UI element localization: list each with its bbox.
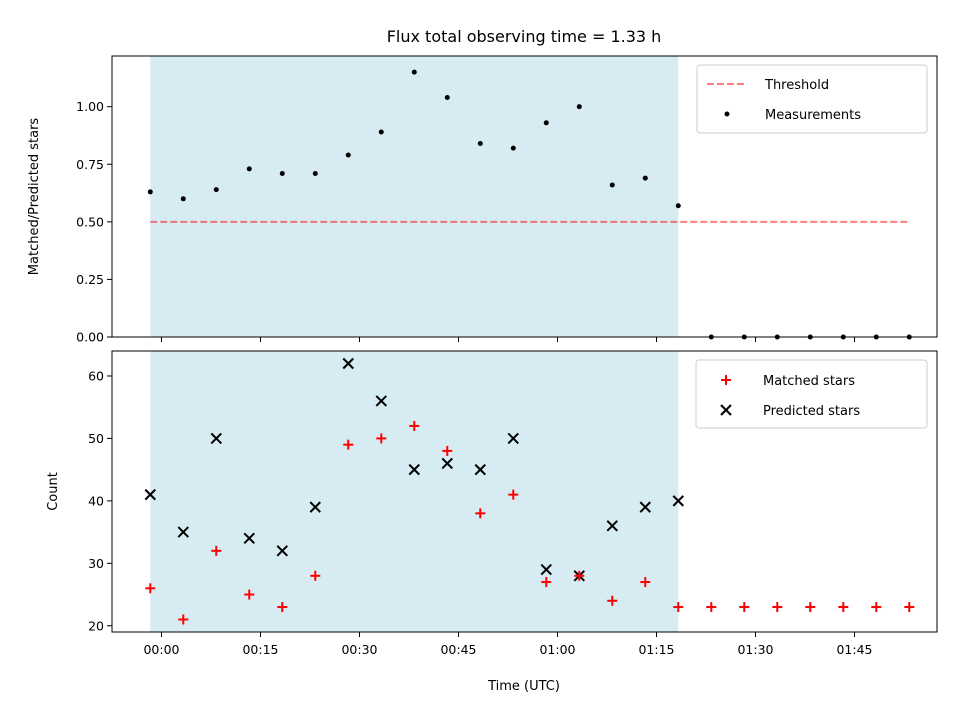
measurement-point <box>543 120 549 126</box>
matched-star-point <box>244 589 255 600</box>
predicted-star-point <box>672 495 684 507</box>
predicted-star-point <box>342 357 354 370</box>
matched-star-point <box>673 602 684 613</box>
legend-predicted-label: Predicted stars <box>763 404 860 419</box>
matched-star-point <box>541 577 552 588</box>
measurement-point <box>576 104 582 110</box>
count-legend: Matched stars Predicted stars <box>695 359 928 429</box>
y-tick-label: 1.00 <box>76 99 104 114</box>
predicted-star-point <box>309 501 321 513</box>
predicted-star-point <box>408 463 420 476</box>
measurement-point <box>213 187 219 193</box>
measurement-point <box>477 141 483 147</box>
x-tick-label: 00:30 <box>341 642 377 657</box>
legend-matched-swatch <box>721 375 731 385</box>
matched-star-point <box>706 602 717 613</box>
ratio-panel-shade <box>150 56 679 337</box>
count-panel-shade <box>150 351 679 632</box>
predicted-star-point <box>540 563 552 576</box>
x-tick-label: 01:15 <box>638 642 674 657</box>
x-tick-label: 01:45 <box>836 642 872 657</box>
predicted-star-point <box>144 488 156 501</box>
matched-star-point <box>211 545 222 556</box>
legend-measurements-swatch <box>724 111 730 117</box>
measurement-point <box>312 170 318 176</box>
predicted-star-point <box>177 526 189 538</box>
matched-star-point <box>574 570 585 581</box>
legend-predicted-swatch <box>720 404 732 416</box>
matched-star-point <box>277 602 288 613</box>
measurement-point <box>246 166 252 172</box>
matched-star-point <box>145 583 156 594</box>
ratio-panel-frame <box>111 55 938 338</box>
measurement-point <box>345 152 351 158</box>
matched-star-point <box>871 602 882 613</box>
predicted-star-point <box>606 520 618 532</box>
matched-star-point <box>409 420 420 431</box>
matched-star-point <box>607 595 618 606</box>
predicted-star-point <box>474 463 486 476</box>
legend-matched-label: Matched stars <box>763 374 855 389</box>
measurement-point <box>180 196 186 202</box>
measurement-point <box>378 129 384 135</box>
measurement-point <box>642 175 648 181</box>
matched-star-point <box>739 602 750 613</box>
y-tick-label: 40 <box>88 493 104 508</box>
matched-star-point <box>772 602 783 613</box>
legend-measurements-label: Measurements <box>765 108 861 123</box>
matched-star-point <box>640 577 651 588</box>
measurement-point <box>609 182 615 188</box>
y-tick-label: 60 <box>88 368 104 383</box>
y-tick-label: 20 <box>88 618 104 633</box>
matched-star-point <box>508 489 519 500</box>
matched-star-point <box>376 433 387 444</box>
predicted-star-point <box>507 432 519 445</box>
predicted-star-point <box>243 532 255 545</box>
matched-star-point <box>310 570 321 581</box>
predicted-star-point <box>639 501 651 513</box>
chart-title: Flux total observing time = 1.33 h <box>387 27 662 46</box>
predicted-star-point <box>441 457 453 470</box>
predicted-star-point <box>210 432 222 445</box>
ratio-panel: 0.00 0.25 0.50 0.75 1.00 Matched/Predicted s… <box>27 55 938 345</box>
y-tick-label: 50 <box>88 431 104 446</box>
x-tick-label: 01:00 <box>539 642 575 657</box>
y-tick-label: 30 <box>88 556 104 571</box>
measurement-point <box>675 203 681 209</box>
x-tick-label: 00:45 <box>440 642 476 657</box>
count-panel: 20 30 40 50 60 00:00 00:15 00:30 00:45 01:00 01:1… <box>46 350 938 694</box>
measurement-point <box>279 170 285 176</box>
measurement-point <box>510 145 516 151</box>
ratio-y-axis-label: Matched/Predicted stars <box>27 118 42 276</box>
y-tick-label: 0.00 <box>76 330 104 345</box>
legend-threshold-label: Threshold <box>764 78 829 93</box>
ratio-legend: Threshold Measurements <box>696 64 928 134</box>
matched-star-point <box>805 602 816 613</box>
measurement-point <box>147 189 153 195</box>
count-panel-frame <box>111 350 938 633</box>
y-tick-label: 0.50 <box>76 214 104 229</box>
x-tick-label: 00:15 <box>242 642 278 657</box>
matched-star-point <box>178 614 189 625</box>
y-tick-label: 0.75 <box>76 157 104 172</box>
y-tick-label: 0.25 <box>76 272 104 287</box>
x-axis-label: Time (UTC) <box>487 679 560 694</box>
matched-star-point <box>343 439 354 450</box>
x-tick-label: 01:30 <box>737 642 773 657</box>
measurement-point <box>411 69 417 75</box>
matched-star-point <box>442 445 453 456</box>
count-y-axis-label: Count <box>46 472 61 511</box>
measurement-point <box>444 94 450 100</box>
matched-star-point <box>904 602 915 613</box>
predicted-star-point <box>276 545 288 557</box>
predicted-star-point <box>375 395 387 407</box>
x-tick-label: 00:00 <box>143 642 179 657</box>
matched-star-point <box>838 602 849 613</box>
matched-star-point <box>475 508 486 519</box>
